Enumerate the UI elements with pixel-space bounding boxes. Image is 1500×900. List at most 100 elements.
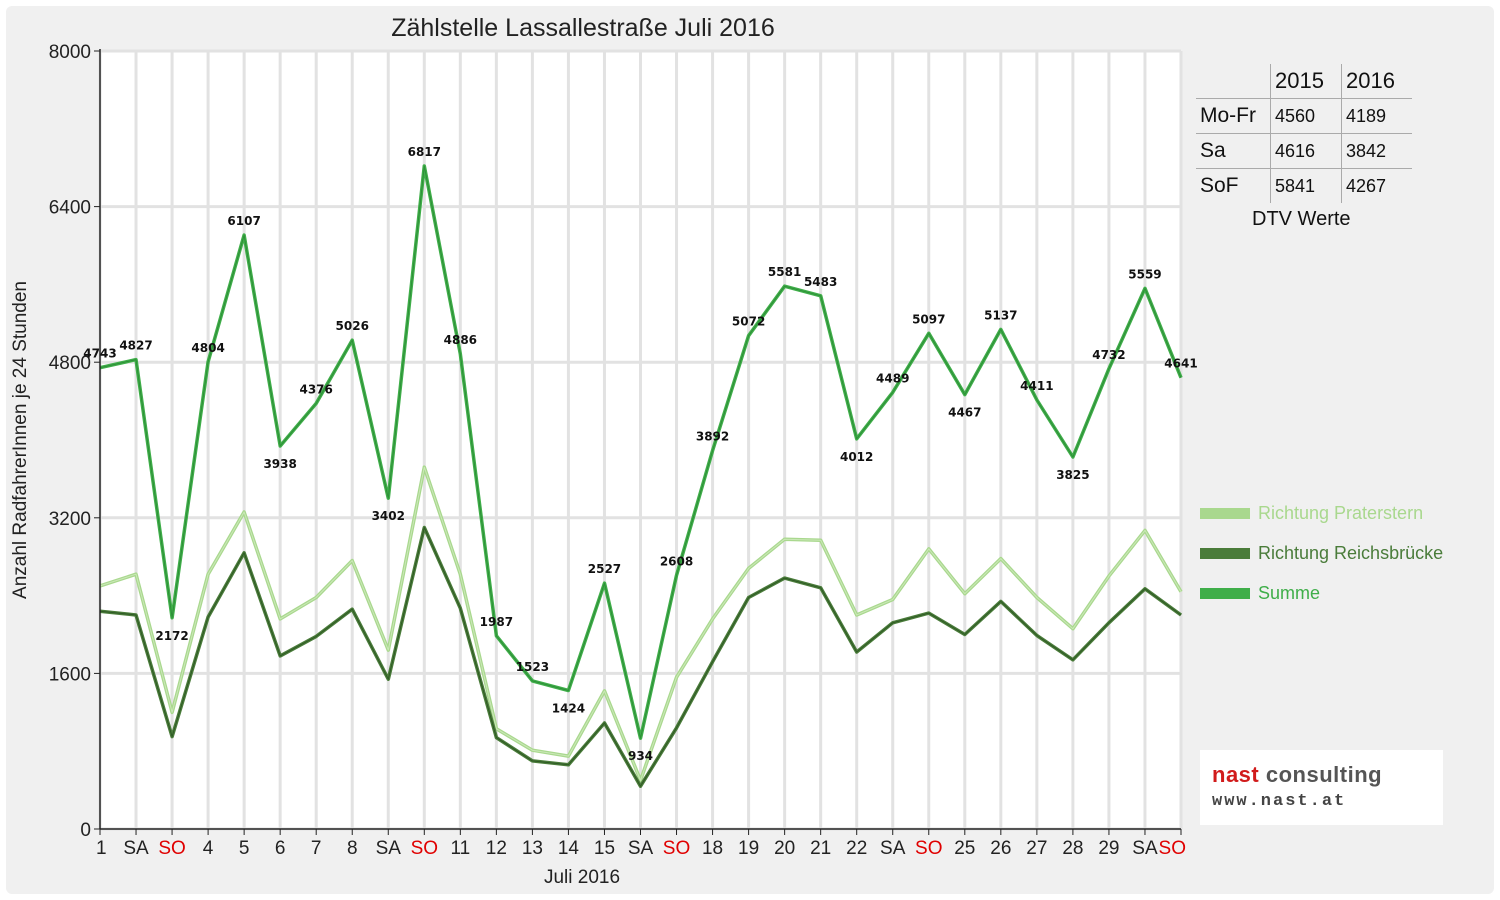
x-tick-label: SA <box>880 838 906 859</box>
data-label: 4886 <box>444 333 477 347</box>
data-label: 5483 <box>804 275 837 289</box>
x-tick-label: 5 <box>239 838 250 859</box>
y-tick-label: 4800 <box>49 353 91 374</box>
dtv-header-2015: 2015 <box>1270 64 1342 99</box>
data-label: 4489 <box>876 371 909 385</box>
data-label: 4012 <box>840 450 873 464</box>
company-logo: nast consulting www.nast.at <box>1200 750 1443 825</box>
dtv-cell: 4267 <box>1341 168 1412 203</box>
x-tick-label: 26 <box>990 838 1011 859</box>
x-tick-label: 1 <box>96 838 107 859</box>
legend-label: Richtung Reichsbrücke <box>1258 542 1444 563</box>
data-label: 4732 <box>1092 348 1125 362</box>
x-tick-label: SA <box>628 838 654 859</box>
data-label: 1424 <box>552 702 585 716</box>
dtv-row-label: Sa <box>1196 133 1271 169</box>
x-tick-label: 14 <box>558 838 580 859</box>
legend-item-summe: Summe <box>1200 573 1443 613</box>
data-label: 934 <box>628 749 653 763</box>
data-label: 1987 <box>480 615 513 629</box>
data-label: 2608 <box>660 554 693 568</box>
dtv-row-sof: SoF 5841 4267 <box>1196 168 1412 203</box>
x-tick-label: 8 <box>347 838 358 859</box>
x-tick-label: 25 <box>954 838 975 859</box>
x-tick-label: 22 <box>846 838 867 859</box>
data-label: 4804 <box>191 341 224 355</box>
x-tick-label: SO <box>1159 838 1186 859</box>
series-line-core-1 <box>99 527 1182 787</box>
legend-label: Richtung Praterstern <box>1258 502 1424 523</box>
logo-url: www.nast.at <box>1212 792 1347 811</box>
data-label: 4641 <box>1164 357 1197 371</box>
legend-swatch <box>1200 547 1250 559</box>
data-label: 3402 <box>372 509 405 523</box>
x-tick-label: 11 <box>450 838 470 859</box>
x-tick-label: SO <box>915 838 942 859</box>
data-label: 6107 <box>227 214 260 228</box>
data-label: 5559 <box>1128 267 1161 281</box>
data-label: 6817 <box>408 145 441 159</box>
dtv-cell: 4189 <box>1341 98 1412 134</box>
legend-swatch <box>1200 507 1250 519</box>
y-tick-label: 0 <box>80 820 91 841</box>
dtv-row-label: Mo-Fr <box>1196 98 1271 134</box>
series-line-core-0 <box>99 466 1182 781</box>
x-tick-label: 6 <box>275 838 286 859</box>
x-tick-label: SA <box>376 838 402 859</box>
data-label: 5072 <box>732 315 765 329</box>
x-tick-label: SO <box>663 838 690 859</box>
data-label: 3892 <box>696 430 729 444</box>
data-label: 5026 <box>336 319 369 333</box>
data-label: 3938 <box>263 457 296 471</box>
data-label: 2172 <box>155 629 188 643</box>
dtv-table: 2015 2016 Mo-Fr 4560 4189 Sa 4616 3842 S… <box>1196 64 1412 203</box>
x-tick-label: 12 <box>486 838 507 859</box>
data-label: 4376 <box>299 382 332 396</box>
chart-title: Zählstelle Lassallestraße Juli 2016 <box>391 14 775 42</box>
dtv-cell: 4560 <box>1270 98 1342 134</box>
x-tick-label: SA <box>1132 838 1158 859</box>
y-tick-label: 8000 <box>49 42 91 63</box>
data-label: 4411 <box>1020 379 1053 393</box>
x-tick-label: SA <box>123 838 149 859</box>
data-label: 5137 <box>984 308 1017 322</box>
y-tick-label: 1600 <box>49 664 91 685</box>
dtv-cell: 3842 <box>1341 133 1412 169</box>
legend-swatch <box>1200 587 1250 599</box>
data-label: 4467 <box>948 406 981 420</box>
dtv-header-blank <box>1196 64 1271 99</box>
x-tick-label: 19 <box>738 838 759 859</box>
x-tick-label: 18 <box>702 838 723 859</box>
x-tick-label: 21 <box>810 838 831 859</box>
x-tick-label: 13 <box>522 838 543 859</box>
data-label: 4743 <box>83 347 116 361</box>
y-tick-label: 6400 <box>49 198 91 219</box>
data-label: 5581 <box>768 265 801 279</box>
dtv-cell: 4616 <box>1270 133 1342 169</box>
x-tick-label: SO <box>158 838 185 859</box>
data-label: 1523 <box>516 660 549 674</box>
x-tick-label: 4 <box>203 838 214 859</box>
x-tick-label: 7 <box>311 838 322 859</box>
y-axis-label: Anzahl RadfahrerInnen je 24 Stunden <box>10 281 31 599</box>
x-tick-label: 28 <box>1062 838 1083 859</box>
legend-label: Summe <box>1258 582 1321 603</box>
dtv-header-row: 2015 2016 <box>1196 64 1412 99</box>
data-label: 5097 <box>912 312 945 326</box>
legend: Richtung Praterstern Richtung Reichsbrüc… <box>1200 493 1443 613</box>
data-label: 4827 <box>119 339 152 353</box>
x-axis-label: Juli 2016 <box>544 867 620 888</box>
legend-item-praterstern: Richtung Praterstern <box>1200 493 1443 533</box>
x-tick-label: 20 <box>774 838 795 859</box>
x-tick-label: 27 <box>1026 838 1047 859</box>
dtv-cell: 5841 <box>1270 168 1342 203</box>
series-line-core-2 <box>99 165 1182 739</box>
dtv-header-2016: 2016 <box>1341 64 1412 99</box>
legend-item-reichsbruecke: Richtung Reichsbrücke <box>1200 533 1443 573</box>
x-tick-label: 29 <box>1098 838 1119 859</box>
x-tick-label: 15 <box>594 838 615 859</box>
x-tick-label: SO <box>411 838 438 859</box>
dtv-caption: DTV Werte <box>1252 208 1351 230</box>
data-label: 3825 <box>1056 468 1089 482</box>
